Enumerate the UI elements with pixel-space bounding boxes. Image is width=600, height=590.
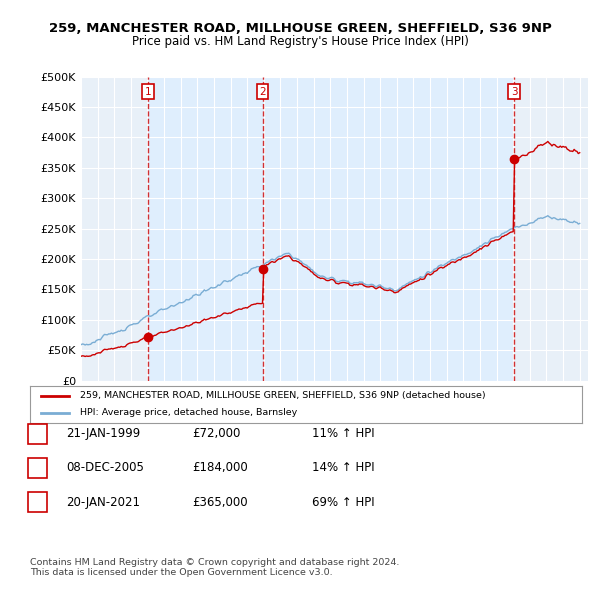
Text: 259, MANCHESTER ROAD, MILLHOUSE GREEN, SHEFFIELD, S36 9NP: 259, MANCHESTER ROAD, MILLHOUSE GREEN, S…: [49, 22, 551, 35]
Text: 3: 3: [34, 497, 41, 507]
Text: 20-JAN-2021: 20-JAN-2021: [66, 496, 140, 509]
Text: 2: 2: [34, 463, 41, 473]
Text: £365,000: £365,000: [192, 496, 248, 509]
Text: 08-DEC-2005: 08-DEC-2005: [66, 461, 144, 474]
Bar: [263, 77, 514, 381]
Text: £72,000: £72,000: [192, 427, 241, 440]
Bar: [148, 77, 263, 381]
Text: 11% ↑ HPI: 11% ↑ HPI: [312, 427, 374, 440]
Text: 2: 2: [259, 87, 266, 97]
Text: £184,000: £184,000: [192, 461, 248, 474]
Text: HPI: Average price, detached house, Barnsley: HPI: Average price, detached house, Barn…: [80, 408, 297, 417]
Text: 21-JAN-1999: 21-JAN-1999: [66, 427, 140, 440]
Text: Price paid vs. HM Land Registry's House Price Index (HPI): Price paid vs. HM Land Registry's House …: [131, 35, 469, 48]
Text: 1: 1: [34, 429, 41, 438]
Text: 259, MANCHESTER ROAD, MILLHOUSE GREEN, SHEFFIELD, S36 9NP (detached house): 259, MANCHESTER ROAD, MILLHOUSE GREEN, S…: [80, 391, 485, 400]
Text: 69% ↑ HPI: 69% ↑ HPI: [312, 496, 374, 509]
Text: 3: 3: [511, 87, 517, 97]
Text: 1: 1: [145, 87, 152, 97]
Text: Contains HM Land Registry data © Crown copyright and database right 2024.
This d: Contains HM Land Registry data © Crown c…: [30, 558, 400, 577]
Text: 14% ↑ HPI: 14% ↑ HPI: [312, 461, 374, 474]
